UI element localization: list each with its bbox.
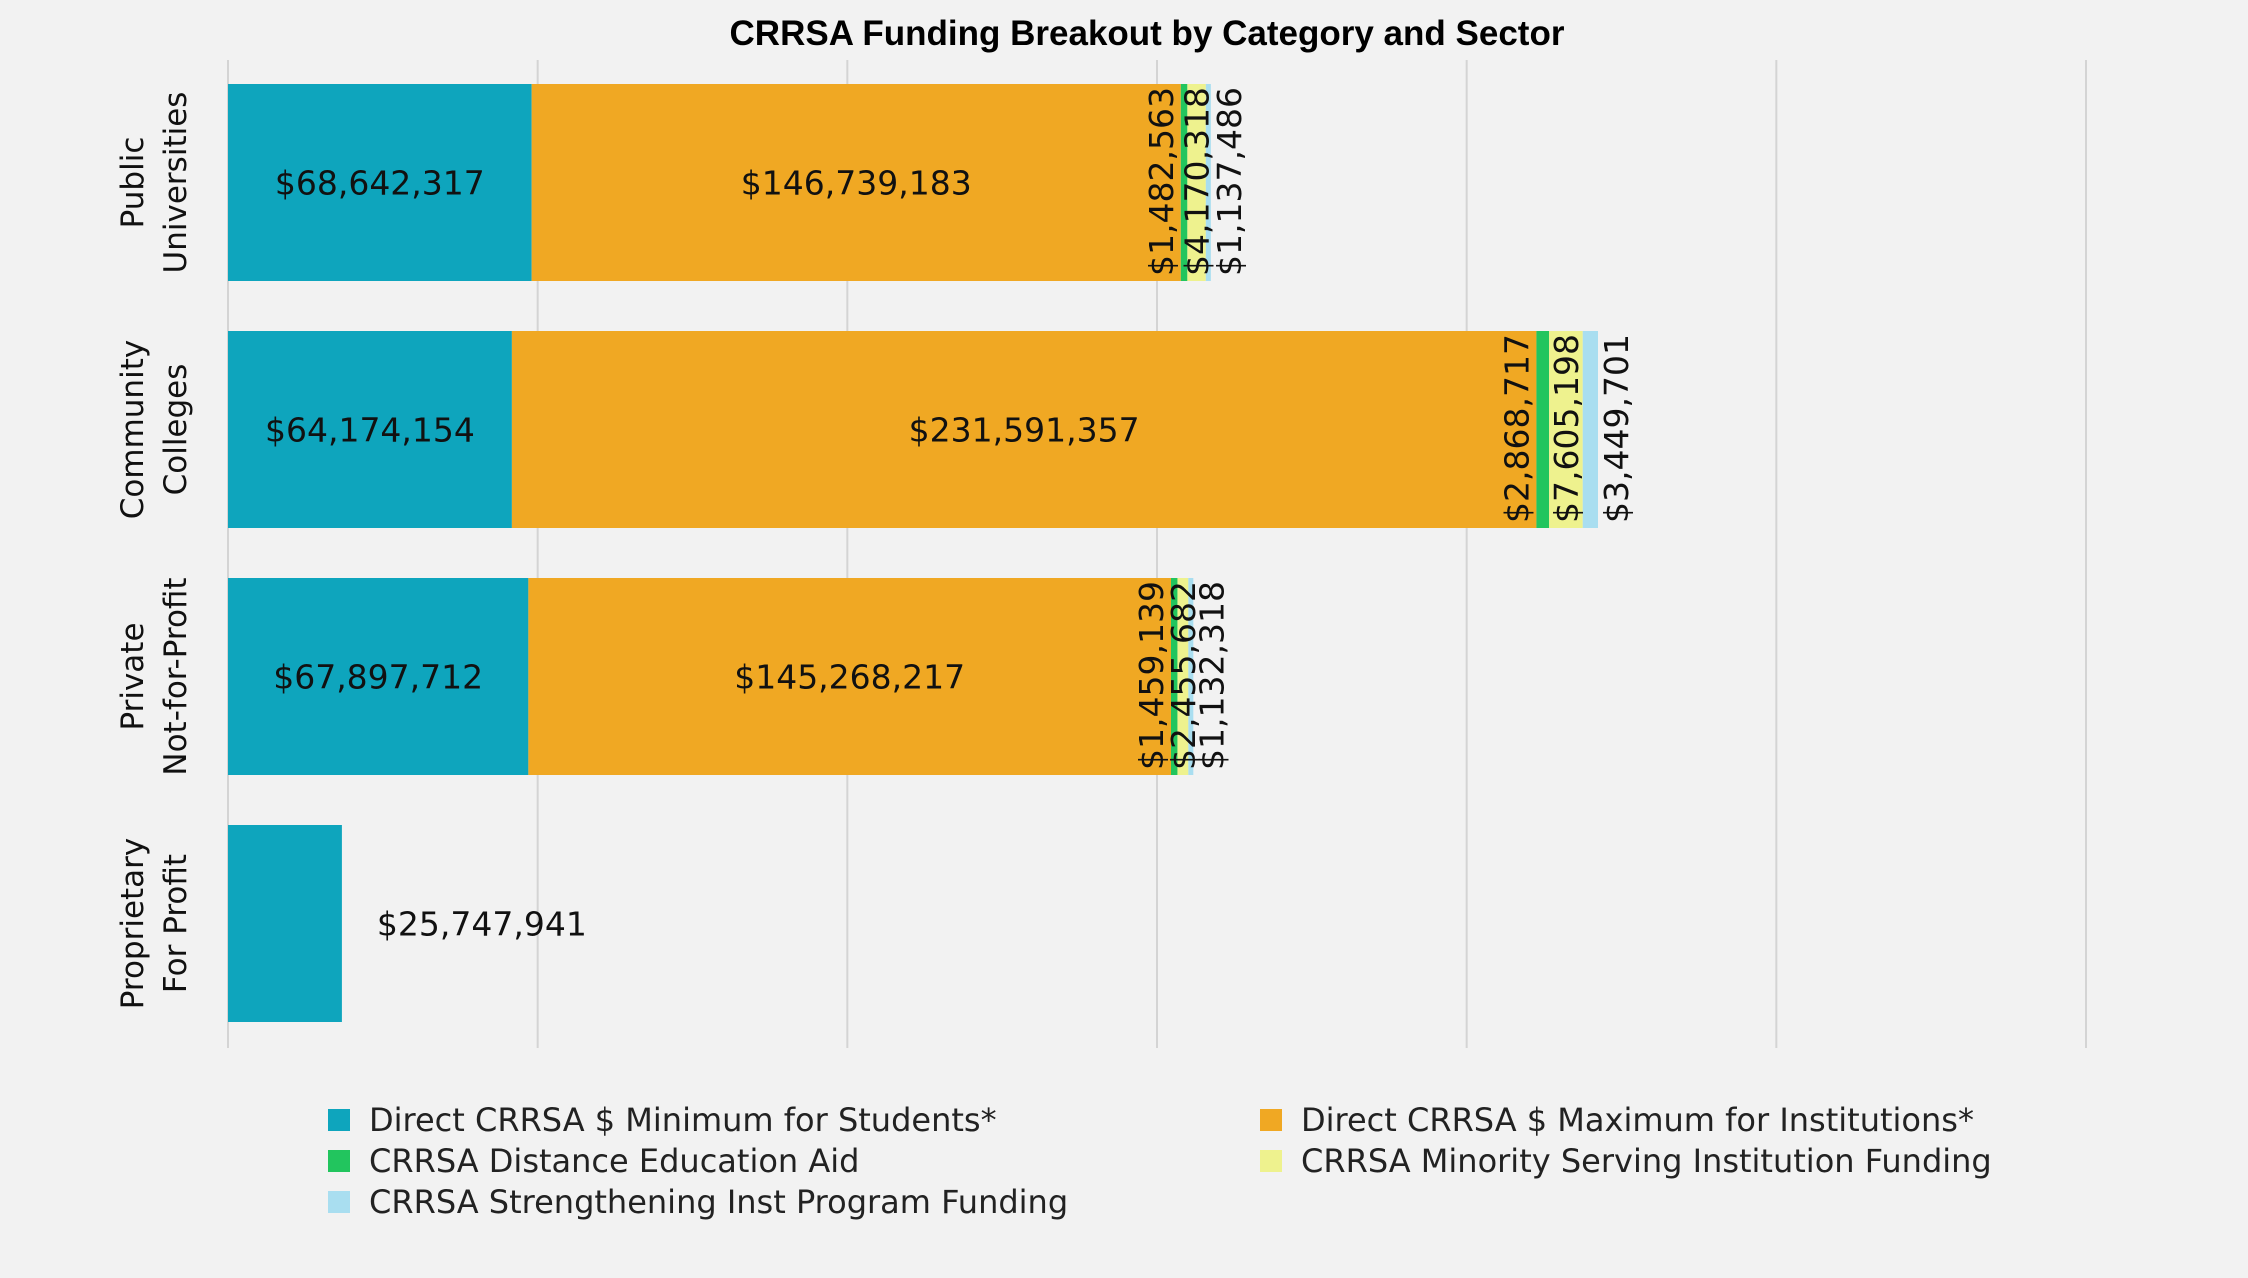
data-label: $1,132,318	[1192, 581, 1231, 770]
data-label: $2,868,717	[1497, 334, 1536, 523]
data-label: $146,739,183	[741, 164, 972, 203]
bar-segment	[1171, 578, 1178, 775]
bars	[228, 84, 1599, 1022]
category-label: Not-for-Profit	[158, 577, 194, 775]
data-label: $4,170,318	[1178, 87, 1217, 276]
legend-label: CRRSA Distance Education Aid	[369, 1142, 859, 1180]
category-label: Colleges	[158, 364, 194, 496]
bar-segment	[228, 84, 532, 281]
legend-swatch	[1260, 1150, 1282, 1172]
legend-label: CRRSA Minority Serving Institution Fundi…	[1301, 1142, 1992, 1180]
bar-segment	[511, 331, 1537, 528]
legend-label: Direct CRRSA $ Maximum for Institutions*	[1301, 1101, 1974, 1139]
legend-swatch	[328, 1109, 350, 1131]
legend-swatch	[328, 1191, 350, 1213]
legend: Direct CRRSA $ Minimum for Students* Dire…	[328, 1101, 1992, 1221]
legend-label: Direct CRRSA $ Minimum for Students*	[369, 1101, 997, 1139]
bar-segment	[531, 84, 1181, 281]
bar-segment	[1205, 84, 1211, 281]
data-label: $2,455,682	[1164, 581, 1203, 770]
bar-segment	[1180, 84, 1188, 281]
data-label: $67,897,712	[273, 658, 483, 697]
data-label: $3,449,701	[1597, 334, 1636, 523]
category-label: Proprietary	[115, 838, 151, 1010]
bar-segment	[228, 825, 342, 1022]
chart-title: CRRSA Funding Breakout by Category and S…	[730, 14, 1565, 53]
bar-segment	[1177, 578, 1189, 775]
data-label: $64,174,154	[265, 411, 475, 450]
bar-segment	[1536, 331, 1550, 528]
bar-segment	[1188, 578, 1194, 775]
category-label: Public	[115, 137, 151, 229]
data-label: $145,268,217	[734, 658, 965, 697]
data-label: $68,642,317	[275, 164, 485, 203]
category-label: Universities	[158, 92, 194, 274]
category-label: For Profit	[158, 854, 194, 993]
bar-segment	[228, 331, 512, 528]
legend-label: CRRSA Strengthening Inst Program Funding	[369, 1183, 1068, 1221]
data-label: $7,605,198	[1547, 334, 1586, 523]
data-label: $1,137,486	[1210, 87, 1249, 276]
bar-segment	[1549, 331, 1583, 528]
data-label: $25,747,941	[377, 905, 587, 944]
category-label: Community	[115, 340, 151, 519]
legend-swatch	[1260, 1109, 1282, 1131]
bar-segment	[228, 578, 529, 775]
data-label: $231,591,357	[909, 411, 1140, 450]
bar-segment	[528, 578, 1172, 775]
bar-segment	[1187, 84, 1206, 281]
data-labels: $68,642,317 $146,739,183 $1,482,563$4,170,…	[265, 87, 1636, 943]
category-labels: Public Universities Community Colleges Priva…	[115, 92, 194, 1010]
data-label: $1,482,563	[1142, 87, 1181, 276]
data-label: $1,459,139	[1132, 581, 1171, 770]
legend-swatch	[328, 1150, 350, 1172]
bar-segment	[1582, 331, 1599, 528]
category-label: Private	[115, 622, 151, 730]
